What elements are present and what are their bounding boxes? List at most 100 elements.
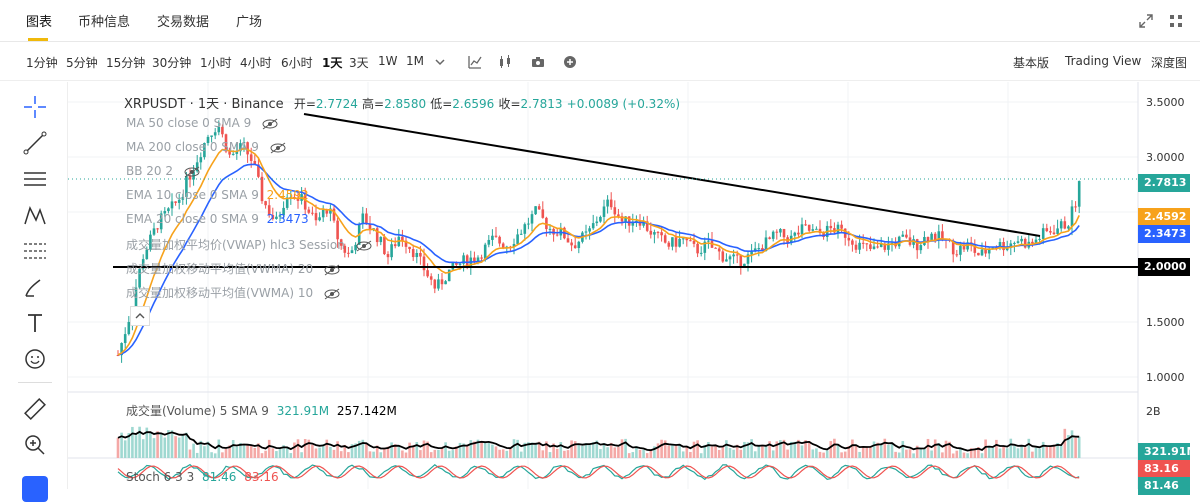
brush-icon[interactable] (20, 272, 50, 302)
trendline-descending[interactable] (303, 113, 1041, 237)
legend-ma200[interactable]: MA 200 close 0 SMA 9 (126, 140, 287, 154)
stoch-legend[interactable]: Stoch 6 3 3 81.46 83.16 (126, 470, 279, 484)
candle-body (566, 238, 570, 243)
interval-1M[interactable]: 1M (406, 54, 424, 68)
volume-bar (858, 451, 861, 458)
candle-body (905, 234, 908, 238)
trend-line-icon[interactable] (20, 128, 50, 158)
volume-bar (649, 450, 653, 458)
text-tool-icon[interactable] (20, 308, 50, 338)
volume-bar (444, 442, 447, 458)
volume-bar (401, 450, 404, 458)
ruler-icon[interactable] (20, 394, 50, 424)
candle-body (735, 254, 739, 256)
horizontal-lines-icon[interactable] (20, 164, 50, 194)
magnet-icon[interactable] (20, 472, 50, 502)
volume-bar (671, 445, 674, 458)
candle-body (451, 262, 455, 270)
tab-chart[interactable]: 图表 (26, 15, 53, 30)
volume-bar (861, 446, 865, 458)
volume-bar (1059, 445, 1063, 458)
volume-bar (303, 439, 307, 458)
volume-bar (221, 452, 224, 458)
tradingview-link[interactable]: Trading View (1065, 54, 1142, 68)
interval-5m[interactable]: 5分钟 (66, 56, 98, 70)
candle-body (851, 240, 854, 245)
collapse-legend-button[interactable] (130, 306, 150, 326)
basic-view-link[interactable]: 基本版 (1013, 56, 1050, 70)
eye-hidden-icon[interactable] (323, 264, 341, 276)
pattern-icon[interactable] (20, 200, 50, 230)
legend-vwap[interactable]: 成交量加权平均价(VWAP) hlc3 Session (126, 236, 373, 253)
legend-bb[interactable]: BB 20 2 (126, 164, 201, 178)
chevron-down-icon[interactable] (432, 54, 448, 70)
volume-bar (717, 449, 721, 458)
symbol-title[interactable]: XRPUSDT · 1天 · Binance (124, 97, 284, 112)
candle-body (847, 237, 851, 241)
eye-hidden-icon[interactable] (183, 166, 201, 178)
volume-bar (775, 441, 779, 458)
eye-hidden-icon[interactable] (269, 142, 287, 154)
candle-style-icon[interactable] (497, 54, 513, 70)
interval-6h[interactable]: 6小时 (281, 56, 313, 70)
volume-bar (411, 445, 415, 458)
eye-hidden-icon[interactable] (355, 240, 373, 252)
legend-ema20[interactable]: EMA 20 close 0 SMA 9 2.3473 (126, 212, 309, 226)
tab-coin-info[interactable]: 币种信息 (78, 15, 131, 30)
depth-chart-link[interactable]: 深度图 (1151, 56, 1188, 70)
candle-body (530, 214, 534, 224)
ohlc-high: 2.8580 (384, 97, 427, 111)
volume-bar (735, 444, 739, 458)
candle-body (501, 243, 505, 248)
volume-bar (825, 450, 829, 458)
eye-hidden-icon[interactable] (261, 118, 279, 130)
legend-ma50[interactable]: MA 50 close 0 SMA 9 (126, 116, 279, 130)
volume-bar (210, 452, 213, 458)
candle-body (1020, 238, 1023, 242)
legend-vwma10[interactable]: 成交量加权移动平均值(VWMA) 10 (126, 284, 341, 301)
candle-body (797, 232, 800, 235)
interval-1m[interactable]: 1分钟 (26, 56, 58, 70)
chart-area[interactable]: XRPUSDT · 1天 · Binance 开=2.7724 高=2.8580… (68, 82, 1200, 495)
price-chart-svg[interactable] (68, 82, 1200, 489)
interval-15m[interactable]: 15分钟 (106, 56, 146, 70)
candle-body (775, 231, 779, 233)
volume-bar (631, 452, 635, 458)
stoch-d-line (117, 465, 1080, 479)
candle-body (321, 209, 325, 218)
legend-ema10[interactable]: EMA 10 close 0 SMA 9 2.4592 (126, 188, 309, 202)
interval-1d[interactable]: 1天 (322, 56, 343, 70)
volume-bar (563, 450, 566, 458)
fib-icon[interactable] (20, 236, 50, 266)
expand-icon[interactable] (1138, 13, 1154, 29)
tab-square[interactable]: 广场 (236, 15, 263, 30)
interval-1w[interactable]: 1W (378, 54, 398, 68)
crosshair-icon[interactable] (20, 92, 50, 122)
zoom-icon[interactable] (20, 430, 50, 460)
camera-icon[interactable] (530, 54, 546, 70)
add-circle-icon[interactable] (562, 54, 578, 70)
volume-bar (699, 453, 703, 458)
volume-bar (879, 443, 883, 458)
candle-body (177, 199, 181, 203)
volume-bar (498, 449, 501, 458)
interval-4h[interactable]: 4小时 (240, 56, 272, 70)
indicator-icon[interactable] (467, 54, 483, 70)
tab-trading-data[interactable]: 交易数据 (157, 15, 210, 30)
candle-body (707, 240, 710, 242)
grid-layout-icon[interactable] (1168, 13, 1184, 29)
ohlc-change: +0.0089 (+0.32%) (566, 97, 681, 111)
volume-legend[interactable]: 成交量(Volume) 5 SMA 9 321.91M 257.142M (126, 402, 397, 419)
legend-vwma20[interactable]: 成交量加权移动平均值(VWMA) 20 (126, 260, 341, 277)
interval-1h[interactable]: 1小时 (200, 56, 232, 70)
candle-body (347, 252, 350, 254)
candle-body (534, 206, 537, 215)
interval-3d[interactable]: 3天 (349, 56, 369, 70)
interval-30m[interactable]: 30分钟 (152, 56, 192, 70)
emoji-icon[interactable] (20, 344, 50, 374)
volume-bar (177, 437, 181, 458)
candle-body (253, 160, 257, 165)
candle-body (728, 256, 732, 260)
volume-bar (602, 443, 606, 458)
eye-hidden-icon[interactable] (323, 288, 341, 300)
